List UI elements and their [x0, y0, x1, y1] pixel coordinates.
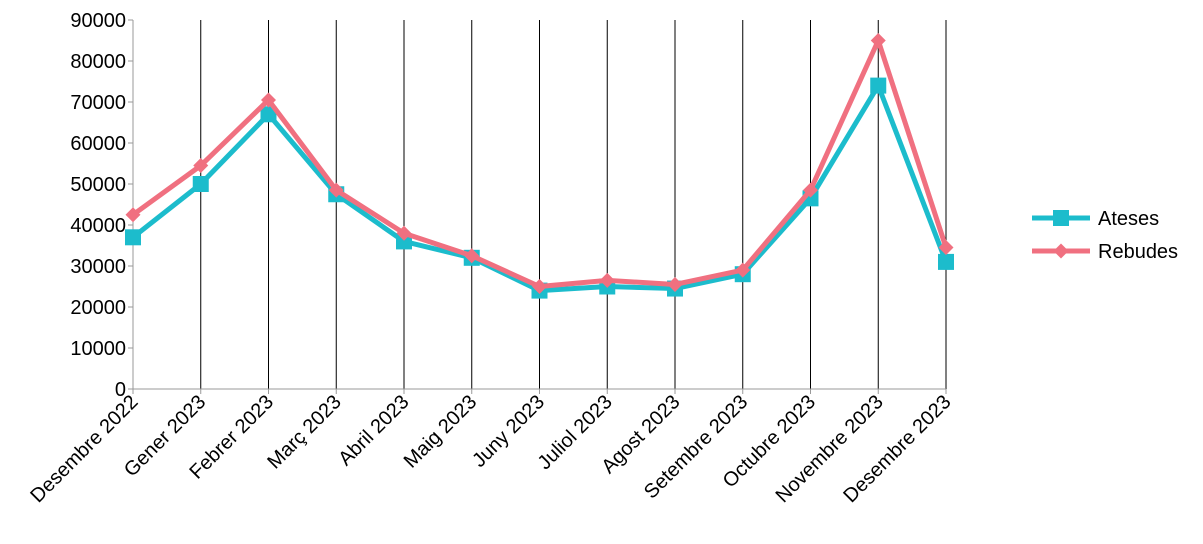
- data-point-rebudes: [396, 225, 412, 241]
- y-tick-label: 0: [115, 379, 126, 401]
- data-point-rebudes: [261, 92, 276, 108]
- legend: Ateses Rebudes: [1032, 208, 1178, 263]
- y-tick-label: 80000: [70, 51, 126, 73]
- data-point-rebudes: [125, 207, 141, 223]
- y-tick-label: 70000: [70, 92, 126, 114]
- data-point-rebudes: [328, 182, 344, 198]
- y-tick-label: 30000: [70, 256, 126, 278]
- y-tick-label: 60000: [70, 133, 126, 155]
- data-point-rebudes: [735, 262, 751, 278]
- data-point-rebudes: [938, 240, 954, 256]
- legend-marker-rebudes: [1053, 243, 1069, 259]
- series-rebudes: [125, 33, 954, 294]
- data-point-rebudes: [803, 182, 818, 198]
- axes: [128, 19, 947, 394]
- data-point-rebudes: [464, 248, 480, 264]
- y-tick-label: 90000: [70, 10, 126, 32]
- legend-marker-ateses: [1053, 210, 1069, 226]
- legend-item-ateses: Ateses: [1032, 208, 1159, 230]
- x-tick-label: Maig 2023: [400, 391, 482, 473]
- data-point-rebudes: [532, 279, 547, 294]
- grid-lines: [200, 20, 947, 389]
- data-point-ateses: [938, 253, 954, 270]
- x-tick-label: Desembre 2022: [26, 391, 142, 507]
- data-point-rebudes: [667, 276, 683, 292]
- data-point-rebudes: [870, 33, 886, 48]
- data-point-ateses: [125, 229, 141, 246]
- data-point-rebudes: [193, 158, 209, 174]
- y-tick-labels: 0 10000 20000 30000 40000 50000 60000 70000 8000…: [70, 10, 126, 401]
- x-tick-label: Març 2023: [263, 391, 345, 473]
- y-tick-label: 50000: [70, 174, 126, 196]
- series: [125, 33, 954, 299]
- data-point-ateses: [192, 176, 209, 192]
- data-point-ateses: [260, 106, 277, 123]
- y-tick-label: 40000: [70, 215, 126, 237]
- data-point-ateses: [870, 77, 887, 94]
- legend-label-rebudes: Rebudes: [1098, 241, 1178, 263]
- data-point-ateses: [396, 233, 412, 250]
- y-tick-label: 10000: [70, 338, 126, 360]
- y-tick-label: 20000: [70, 297, 126, 319]
- legend-label-ateses: Ateses: [1098, 208, 1159, 230]
- data-point-rebudes: [599, 272, 615, 288]
- legend-item-rebudes: Rebudes: [1032, 241, 1178, 263]
